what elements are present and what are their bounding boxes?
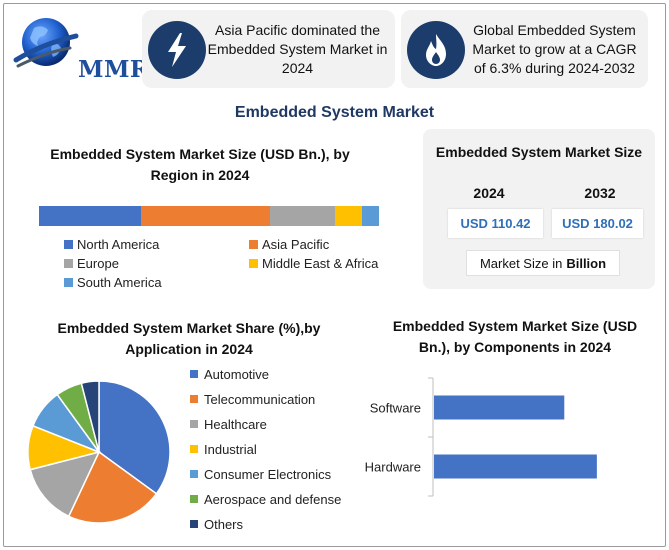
logo-text: MMR <box>78 56 150 83</box>
region-chart-title: Embedded System Market Size (USD Bn.), b… <box>50 146 350 183</box>
legend-swatch <box>190 420 198 428</box>
legend-swatch <box>190 470 198 478</box>
components-tick-label-hardware: Hardware <box>365 460 421 475</box>
application-pie-chart <box>27 380 171 524</box>
components-bar-hardware <box>434 454 597 479</box>
legend-label: Europe <box>77 256 119 271</box>
pie-slice-healthcare <box>29 450 101 518</box>
info-card-cagr-text: Global Embedded System Market to grow at… <box>472 21 637 76</box>
application-legend-industrial: Industrial <box>190 442 257 457</box>
unit-bold: Billion <box>566 255 607 271</box>
legend-label: Middle East & Africa <box>262 256 379 271</box>
components-bar-chart: Software Hardware <box>365 377 597 497</box>
year-2024-label: 2024 <box>473 185 505 201</box>
region-bar-segment-asia-pacific <box>141 206 271 226</box>
legend-swatch <box>64 240 73 249</box>
legend-label: Healthcare <box>204 417 267 432</box>
legend-label: South America <box>77 275 162 290</box>
legend-swatch <box>190 395 198 403</box>
legend-swatch <box>190 495 198 503</box>
market-size-title: Embedded System Market Size <box>435 144 643 160</box>
globe-icon <box>13 18 79 68</box>
info-card-region-text: Asia Pacific dominated the Embedded Syst… <box>207 21 388 76</box>
legend-label: Aerospace and defense <box>204 492 342 507</box>
legend-swatch <box>190 520 198 528</box>
year-2032-label: 2032 <box>584 185 616 201</box>
region-bar-segment-south-america <box>361 206 379 226</box>
components-tick-label-software: Software <box>370 401 421 416</box>
application-legend-aerospace-and-defense: Aerospace and defense <box>190 492 341 507</box>
region-bar-segment-north-america <box>39 206 141 226</box>
info-card-region: Asia Pacific dominated the Embedded Syst… <box>142 10 395 88</box>
unit-prefix: Market Size in <box>479 255 563 271</box>
market-size-panel: Embedded System Market Size 2024 2032 US… <box>423 129 655 289</box>
market-size-unit: Market Size in Billion <box>466 250 620 276</box>
info-card-cagr: Global Embedded System Market to grow at… <box>401 10 648 88</box>
legend-swatch <box>64 278 73 287</box>
flame-icon <box>407 21 465 79</box>
components-bar-software <box>434 395 565 420</box>
legend-label: Asia Pacific <box>262 237 330 252</box>
region-bar-segment-middle-east-and-africa <box>334 206 362 226</box>
value-2032: USD 180.02 <box>552 209 643 238</box>
region-legend-europe: Europe <box>64 256 119 271</box>
region-legend-middle-east-and-africa: Middle East & Africa <box>249 256 378 271</box>
region-stacked-bar <box>39 206 379 226</box>
region-legend-asia-pacific: Asia Pacific <box>249 237 329 252</box>
application-legend-telecommunication: Telecommunication <box>190 392 315 407</box>
legend-swatch <box>249 240 258 249</box>
main-title: Embedded System Market <box>234 104 435 121</box>
legend-label: Automotive <box>204 367 270 382</box>
legend-label: Consumer Electronics <box>204 467 332 482</box>
application-chart-title: Embedded System Market Share (%),by Appl… <box>57 320 321 357</box>
region-bar-segment-europe <box>270 206 335 226</box>
legend-label: North America <box>77 237 160 252</box>
mmr-logo: MMR <box>12 14 149 83</box>
legend-swatch <box>190 370 198 378</box>
application-legend-healthcare: Healthcare <box>190 417 267 432</box>
region-legend-north-america: North America <box>64 237 159 252</box>
legend-swatch <box>249 259 258 268</box>
components-chart-title: Embedded System Market Size (USD Bn.), b… <box>392 318 638 355</box>
application-legend-automotive: Automotive <box>190 367 269 382</box>
legend-swatch <box>190 445 198 453</box>
legend-label: Others <box>204 517 244 532</box>
legend-swatch <box>64 259 73 268</box>
value-2024: USD 110.42 <box>448 209 543 238</box>
application-legend-consumer-electronics: Consumer Electronics <box>190 467 331 482</box>
region-legend-south-america: South America <box>64 275 162 290</box>
application-legend-others: Others <box>190 517 243 532</box>
legend-label: Industrial <box>204 442 257 457</box>
lightning-icon <box>148 21 206 79</box>
pie-slice-automotive <box>98 380 171 495</box>
pie-slice-others <box>80 380 100 453</box>
legend-label: Telecommunication <box>204 392 316 407</box>
